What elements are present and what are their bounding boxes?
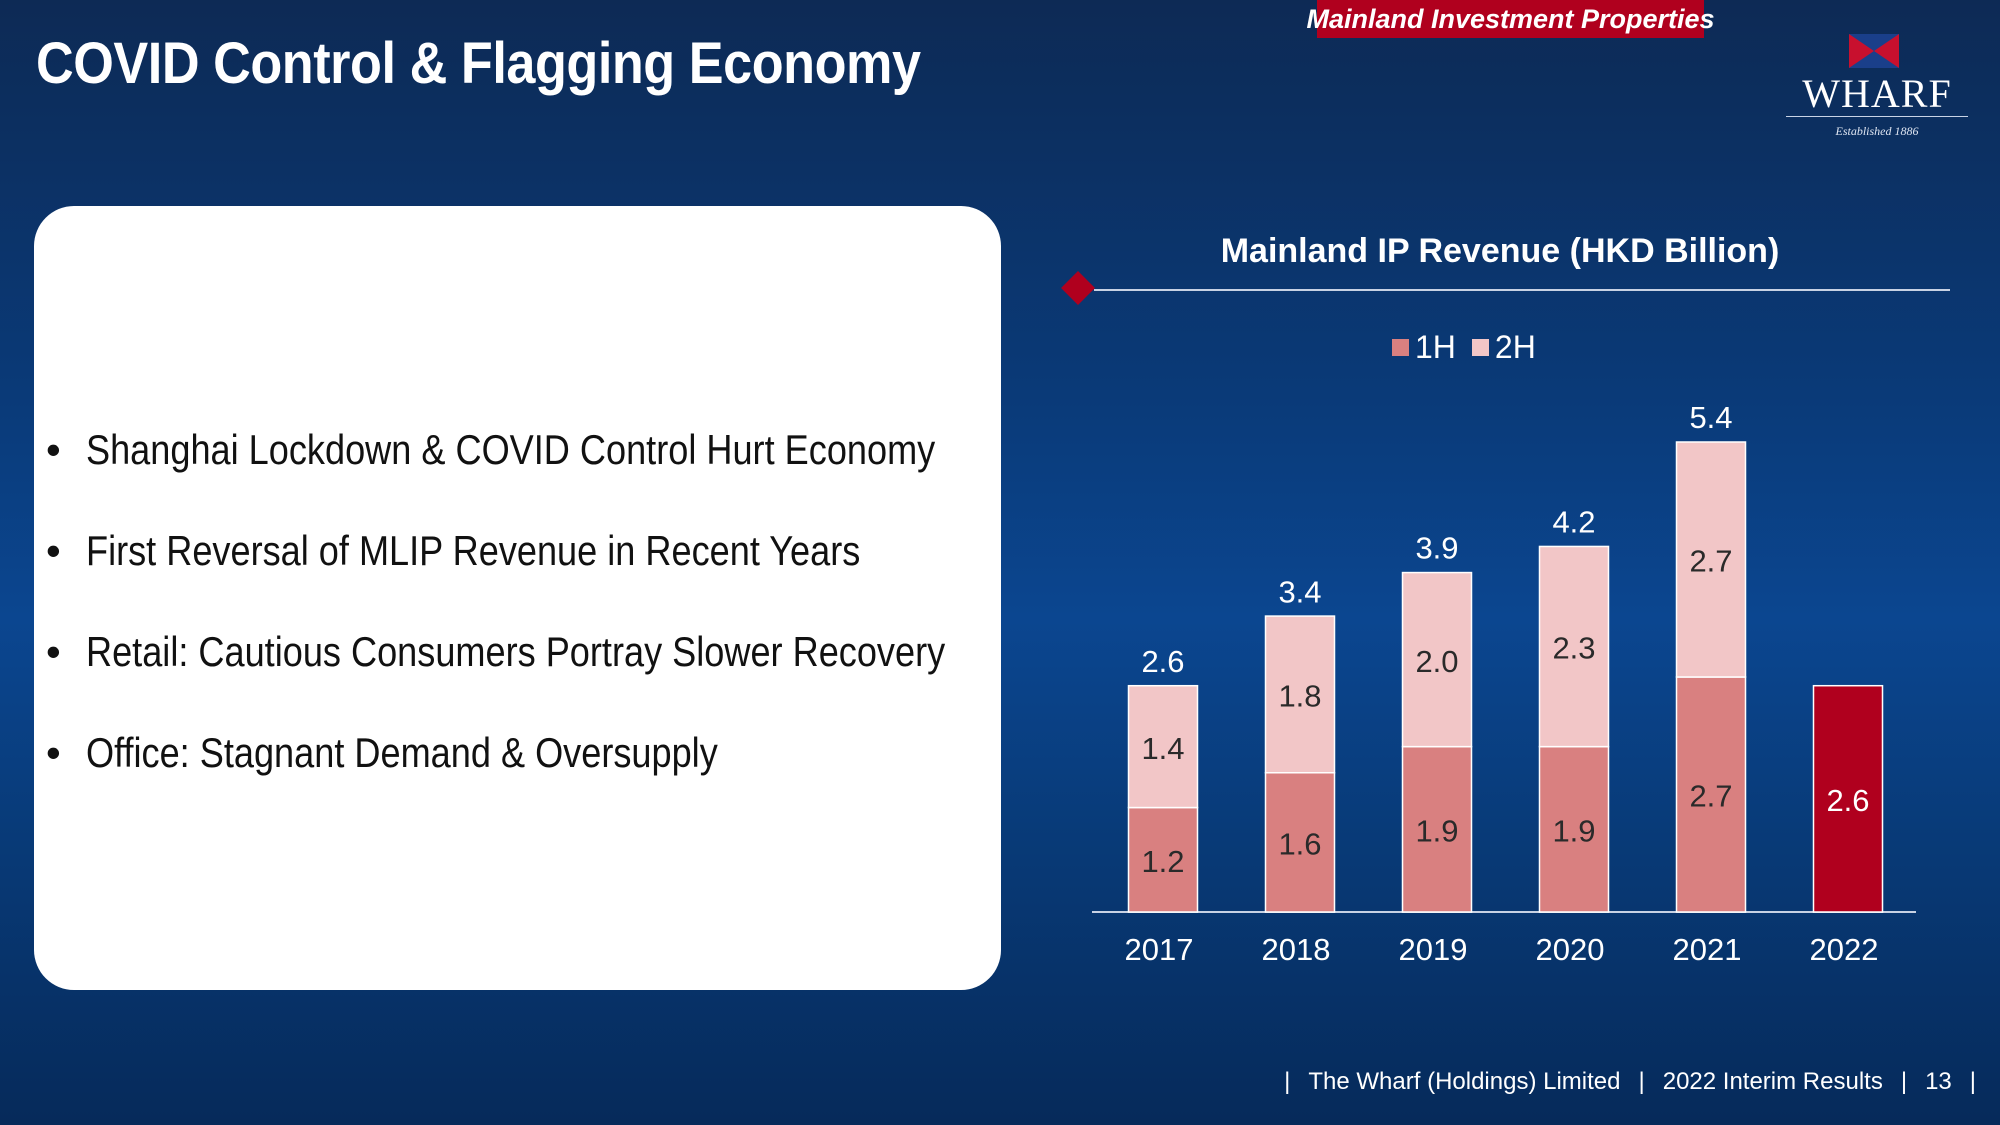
bar-2h-2018 — [1264, 615, 1336, 774]
total-label-2020: 4.2 — [1552, 505, 1595, 540]
bar-2h-2021 — [1675, 441, 1747, 678]
x-tick-label-2021: 2021 — [1673, 932, 1742, 967]
logo-divider — [1786, 116, 1968, 117]
data-label-2h-2017: 1.4 — [1141, 731, 1184, 766]
data-label-1h-2020: 1.9 — [1552, 814, 1595, 849]
bullet-item: Retail: Cautious Consumers Portray Slowe… — [46, 628, 1085, 729]
flag-icon — [1849, 34, 1899, 68]
legend-label-1h: 1H — [1415, 329, 1456, 365]
legend-label-2h: 2H — [1494, 329, 1536, 365]
legend-item-1h: 1H — [1392, 329, 1456, 366]
footer-separator: | — [1284, 1068, 1291, 1095]
logo-tagline: Established 1886 — [1835, 124, 1919, 138]
title-divider — [1094, 289, 1950, 291]
total-label-2019: 3.9 — [1415, 531, 1458, 566]
data-label-2h-2020: 2.3 — [1552, 631, 1595, 666]
bullet-text: Retail: Cautious Consumers Portray Slowe… — [86, 628, 946, 675]
page-number: 13 — [1925, 1068, 1952, 1095]
total-label-2017: 2.6 — [1141, 644, 1184, 679]
data-label-1h-2022: 2.6 — [1826, 783, 1869, 818]
bar-1h-2022 — [1812, 684, 1884, 913]
bullet-list: Shanghai Lockdown & COVID Control Hurt E… — [46, 216, 1085, 830]
bar-2h-2019 — [1401, 571, 1473, 748]
footer-company: The Wharf (Holdings) Limited — [1308, 1068, 1621, 1095]
footer-separator: | — [1900, 1068, 1908, 1095]
chart-legend: 1H 2H — [1392, 329, 1536, 366]
x-tick-label-2020: 2020 — [1536, 932, 1605, 967]
data-label-1h-2021: 2.7 — [1689, 779, 1732, 814]
footer: | The Wharf (Holdings) Limited | 2022 In… — [1284, 1068, 1976, 1096]
bar-1h-2021 — [1675, 676, 1747, 913]
x-tick-label-2022: 2022 — [1810, 932, 1879, 967]
data-label-1h-2018: 1.6 — [1278, 827, 1321, 862]
total-label-2018: 3.4 — [1278, 574, 1321, 609]
data-label-2h-2021: 2.7 — [1689, 544, 1732, 579]
data-label-1h-2019: 1.9 — [1415, 814, 1458, 849]
bullet-text: First Reversal of MLIP Revenue in Recent… — [86, 527, 861, 574]
bullet-item: First Reversal of MLIP Revenue in Recent… — [46, 527, 1085, 628]
footer-separator: | — [1969, 1068, 1976, 1095]
bullet-item: Office: Stagnant Demand & Oversupply — [46, 729, 1085, 830]
logo-wordmark: WHARF — [1802, 71, 1952, 116]
bar-1h-2017 — [1127, 806, 1199, 913]
data-label-2h-2019: 2.0 — [1415, 644, 1458, 679]
legend-swatch-1h — [1392, 339, 1409, 356]
bar-2h-2020 — [1538, 545, 1610, 748]
x-tick-label-2017: 2017 — [1125, 932, 1194, 967]
footer-separator: | — [1638, 1068, 1645, 1095]
wharf-logo: WHARF Established 1886 — [1786, 34, 1968, 144]
bar-1h-2018 — [1264, 771, 1336, 913]
bar-2h-2017 — [1127, 684, 1199, 809]
legend-swatch-2h — [1471, 339, 1489, 356]
legend-item-2h: 2H — [1471, 329, 1536, 366]
slide-title: COVID Control & Flagging Economy — [36, 31, 921, 96]
revenue-bar-chart: 1.2 1.4 2.6 2017 1.6 1.8 3.4 2018 1.9 2.0 3.9 2019 1… — [1092, 400, 1916, 967]
total-label-2021: 5.4 — [1689, 400, 1732, 435]
footer-report: 2022 Interim Results — [1662, 1068, 1883, 1095]
data-label-1h-2017: 1.2 — [1141, 844, 1184, 879]
chart-title: Mainland IP Revenue (HKD Billion) — [1220, 232, 1780, 270]
x-tick-label-2018: 2018 — [1262, 932, 1331, 967]
data-label-2h-2018: 1.8 — [1278, 679, 1321, 714]
section-tag: Mainland Investment Properties — [1306, 0, 1715, 38]
bullet-item: Shanghai Lockdown & COVID Control Hurt E… — [46, 426, 1085, 527]
bullet-text: Shanghai Lockdown & COVID Control Hurt E… — [86, 426, 936, 473]
x-tick-label-2019: 2019 — [1399, 932, 1468, 967]
bar-1h-2019 — [1401, 745, 1473, 913]
bullet-text: Office: Stagnant Demand & Oversupply — [86, 729, 718, 776]
